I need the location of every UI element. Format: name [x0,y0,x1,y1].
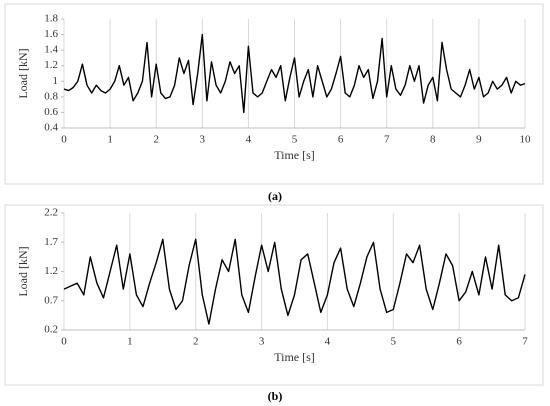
y-tick-label: 1.6 [44,28,58,40]
y-tick-label: 0.6 [44,106,58,118]
y-tick-label: 0.7 [44,294,58,306]
x-tick-label: 7 [522,336,528,348]
y-tick-label: 0.2 [44,324,58,336]
x-tick-label: 9 [476,134,482,146]
x-tick-label: 6 [456,336,462,348]
x-tick-label: 7 [384,134,390,146]
x-tick-label: 4 [325,336,331,348]
y-tick-label: 1.7 [44,236,58,248]
x-tick-label: 4 [246,134,252,146]
y-tick-label: 2.2 [44,207,58,219]
y-tick-label: 1.4 [44,44,58,56]
y-axis-label: Load [kN] [16,246,30,296]
x-tick-label: 3 [200,134,206,146]
x-tick-label: 3 [259,336,265,348]
data-line [63,33,526,114]
y-tick-label: 1.8 [44,13,58,25]
x-tick-label: 5 [391,336,397,348]
x-tick-label: 8 [430,134,436,146]
chart-frame [4,204,544,386]
y-tick-label: 1.2 [44,265,58,277]
x-axis-label: Time [s] [274,148,315,162]
data-line [63,238,526,325]
x-tick-label: 5 [292,134,298,146]
caption: (a) [268,189,282,203]
y-tick-label: 0.8 [44,90,58,102]
y-tick-label: 0.4 [44,122,58,134]
y-axis-label: Load [kN] [16,48,30,98]
x-axis-label: Time [s] [274,350,315,364]
x-tick-label: 0 [61,134,67,146]
x-tick-label: 6 [338,134,344,146]
y-tick-label: 1.2 [44,59,58,71]
x-tick-label: 2 [153,134,159,146]
chart-frame [4,3,544,185]
x-tick-label: 10 [520,134,532,146]
caption: (b) [268,389,283,403]
x-tick-label: 0 [61,336,67,348]
x-tick-label: 2 [193,336,199,348]
x-tick-label: 1 [127,336,133,348]
y-tick-label: 1 [53,75,59,87]
x-tick-label: 1 [107,134,113,146]
